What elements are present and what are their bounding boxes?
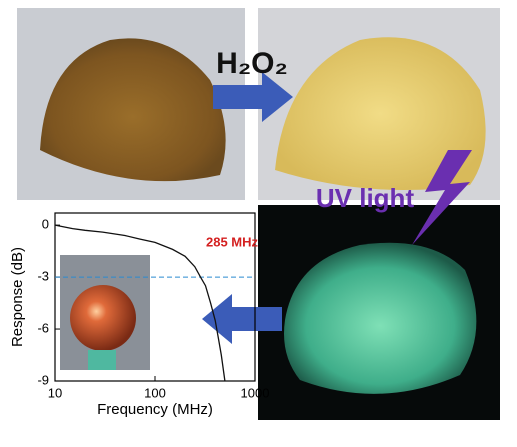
y-tick-label: -6 [37,320,49,335]
y-tick-label: 0 [42,217,49,232]
x-axis-label: Frequency (MHz) [97,401,213,418]
inset-base [88,350,116,370]
y-tick-label: -9 [37,372,49,387]
arrow-left [202,294,282,344]
arrow-right [213,72,293,122]
annotation: 285 MHz [206,234,259,249]
response-line [54,224,226,382]
oxidant-label: H₂O₂ [216,47,288,80]
y-axis-label: Response (dB) [9,247,26,347]
x-tick-label: 1000 [241,385,270,400]
inset-ball [70,285,136,351]
x-tick-label: 10 [48,385,62,400]
x-tick-label: 100 [144,385,166,400]
glowing-powder [284,242,477,394]
yellow-powder [275,37,486,190]
chart: Response (dB) Frequency (MHz) 285 MHz 0 -… [9,212,270,418]
uv-label: UV light [316,183,415,213]
lightning [412,150,472,245]
brown-powder [40,38,226,182]
y-tick-label: -3 [37,269,49,284]
